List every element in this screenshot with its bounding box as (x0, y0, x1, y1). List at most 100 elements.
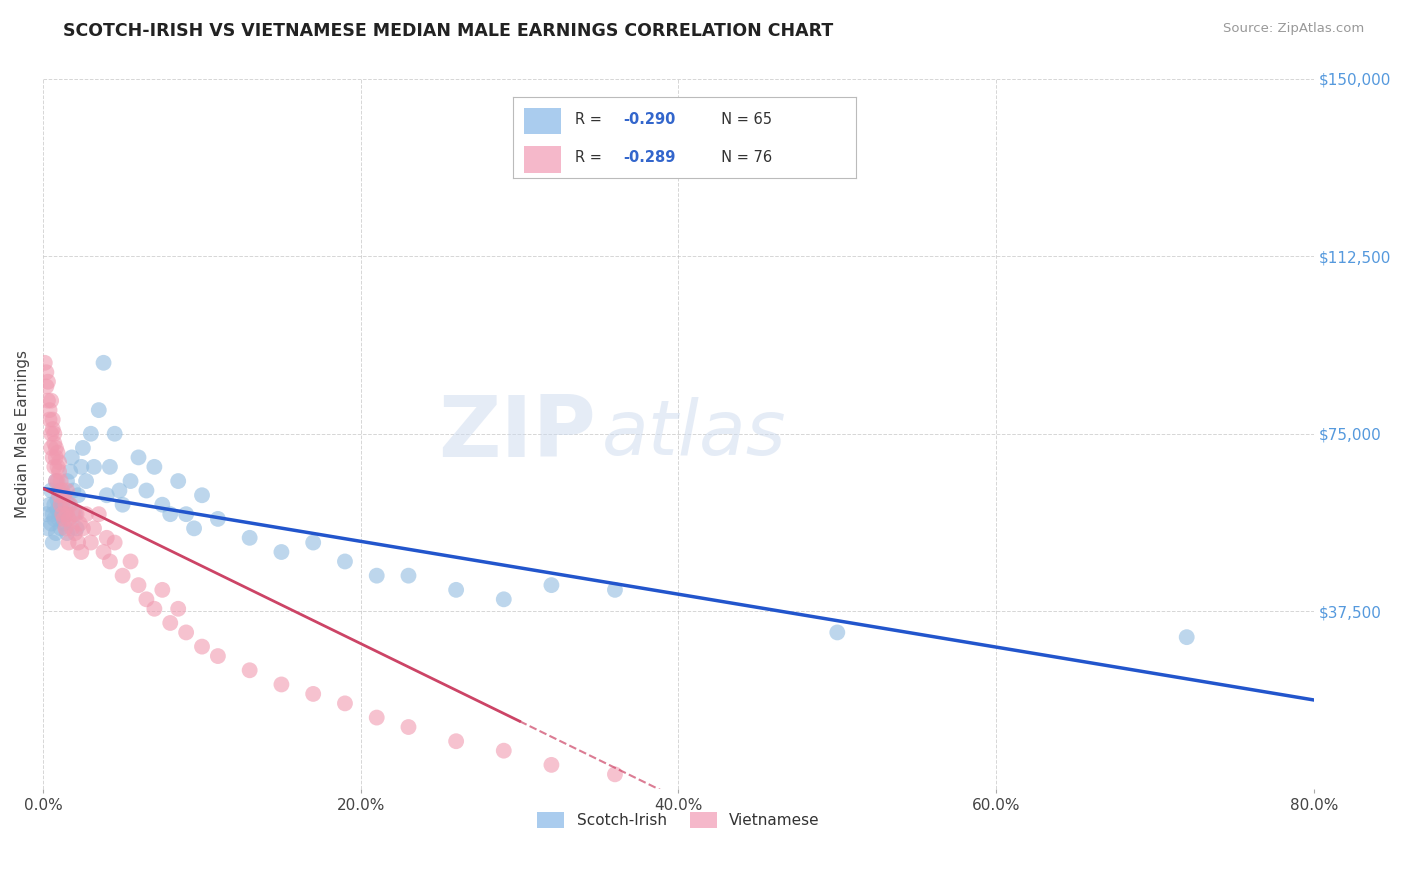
Point (41, 535, 63, 549)
Point (59, 498, 82, 512)
Point (398, 568, 420, 582)
Point (55, 521, 77, 535)
Point (39, 426, 62, 441)
Point (56, 526, 79, 541)
Point (49, 507, 72, 521)
Point (49, 521, 72, 535)
Point (41, 450, 63, 465)
Point (183, 521, 205, 535)
Point (69, 516, 91, 531)
Point (87, 403, 110, 417)
Point (135, 592, 157, 607)
Point (540, 757, 562, 772)
Point (52, 488, 75, 502)
Point (70, 459, 93, 474)
Point (191, 640, 214, 654)
Point (46, 445, 69, 459)
Point (60, 521, 83, 535)
Point (44, 436, 66, 450)
Point (72, 521, 94, 535)
Point (603, 582, 626, 597)
Point (39, 441, 62, 455)
Point (207, 649, 229, 664)
Point (75, 474, 97, 488)
Point (41, 422, 63, 436)
Point (59, 465, 82, 479)
Point (44, 459, 66, 474)
Point (51, 498, 73, 512)
Text: atlas: atlas (602, 397, 787, 471)
Point (75, 507, 97, 521)
Point (150, 582, 173, 597)
Point (333, 697, 356, 711)
Point (46, 459, 69, 474)
Point (302, 687, 325, 701)
Point (65, 521, 87, 535)
Point (93, 545, 115, 559)
Point (49, 498, 72, 512)
Point (34, 356, 56, 370)
Point (398, 720, 420, 734)
Point (65, 507, 87, 521)
Point (120, 474, 142, 488)
Point (45, 474, 67, 488)
Point (83, 459, 105, 474)
Point (56, 483, 79, 498)
Point (41, 507, 63, 521)
Point (492, 744, 515, 758)
Point (45, 441, 67, 455)
Point (270, 677, 292, 691)
Point (56, 507, 79, 521)
Point (44, 498, 66, 512)
Text: ZIP: ZIP (439, 392, 596, 475)
Point (60, 450, 83, 465)
Point (46, 474, 69, 488)
Point (270, 545, 292, 559)
Point (159, 507, 181, 521)
Point (83, 521, 105, 535)
Point (827, 625, 849, 640)
Point (45, 526, 67, 541)
Point (150, 498, 173, 512)
Point (444, 734, 467, 748)
Point (72, 441, 94, 455)
Point (39, 483, 62, 498)
Point (333, 554, 356, 568)
Point (63, 507, 86, 521)
Point (67, 535, 90, 549)
Point (39, 516, 62, 531)
Point (111, 498, 134, 512)
Point (49, 474, 72, 488)
Point (51, 483, 73, 498)
Point (80, 535, 103, 549)
Point (39, 393, 62, 408)
Legend: Scotch-Irish, Vietnamese: Scotch-Irish, Vietnamese (531, 805, 827, 834)
Point (48, 488, 70, 502)
Point (46, 502, 69, 516)
Point (44, 512, 66, 526)
Point (52, 516, 75, 531)
Point (35, 379, 58, 393)
Point (603, 767, 626, 781)
Point (167, 474, 190, 488)
Point (104, 426, 127, 441)
Point (167, 601, 190, 615)
Text: Source: ZipAtlas.com: Source: ZipAtlas.com (1223, 22, 1364, 36)
Point (98, 554, 121, 568)
Point (38, 403, 60, 417)
Point (62, 483, 84, 498)
Point (52, 512, 75, 526)
Point (45, 450, 67, 465)
Point (120, 554, 142, 568)
Point (48, 455, 70, 469)
Point (37, 375, 59, 389)
Point (302, 535, 325, 549)
Point (444, 582, 467, 597)
Point (143, 601, 166, 615)
Point (93, 356, 115, 370)
Point (67, 488, 90, 502)
Point (51, 507, 73, 521)
Point (143, 459, 166, 474)
Point (80, 426, 103, 441)
Point (492, 592, 515, 607)
